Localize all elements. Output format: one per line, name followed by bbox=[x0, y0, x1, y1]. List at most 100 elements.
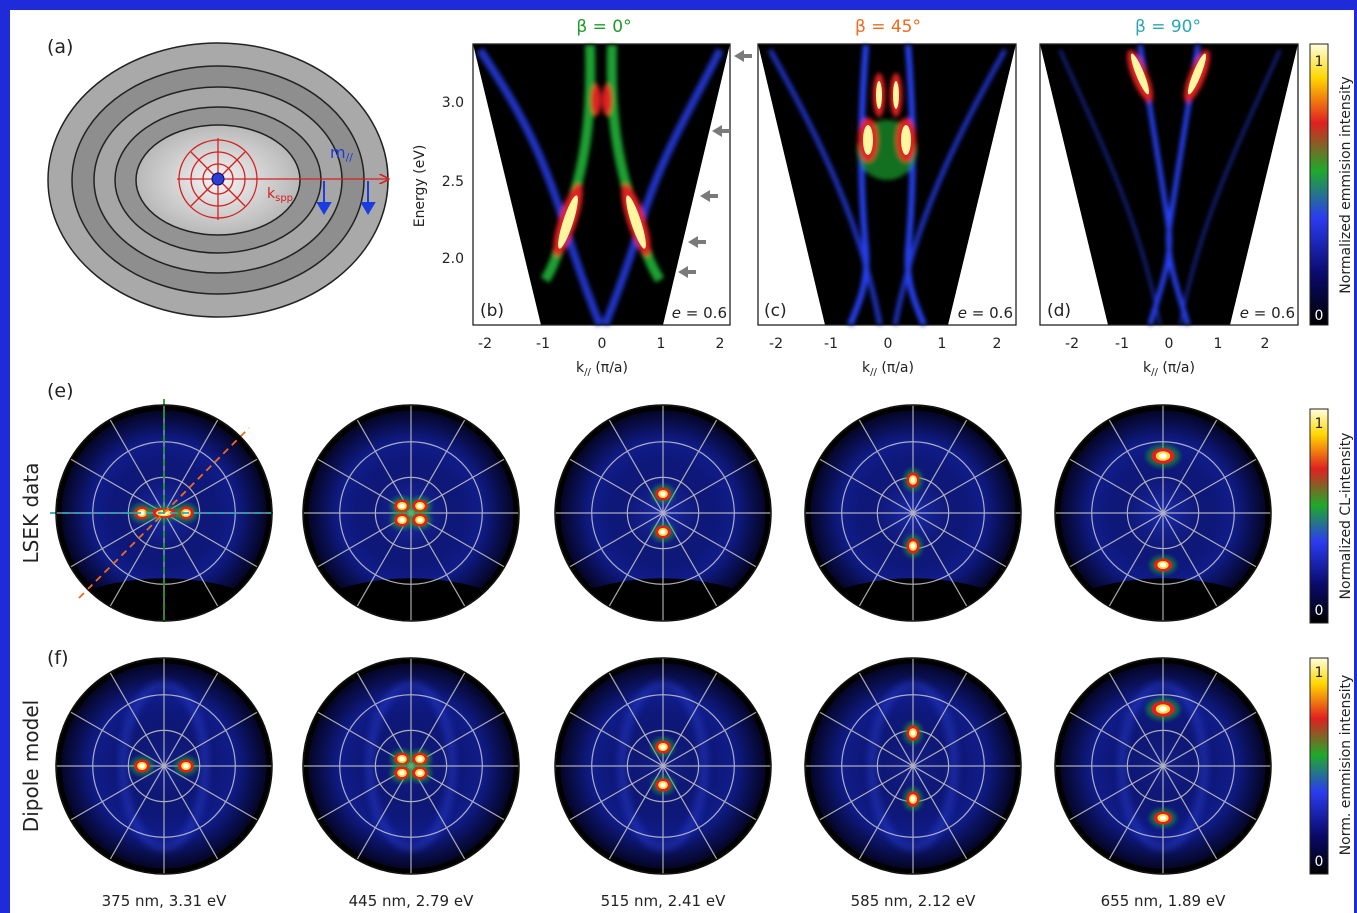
x-tick: -2 bbox=[478, 336, 492, 352]
panel-a-label: (a) bbox=[47, 36, 73, 58]
x-tick: -1 bbox=[824, 336, 838, 352]
emission-spot bbox=[1149, 808, 1177, 828]
emission-spot bbox=[651, 522, 675, 542]
colorbar-top-label: Normalized emmision intensity bbox=[1338, 76, 1354, 293]
beta-title-0: β = 0° bbox=[576, 17, 631, 37]
x-tick: -1 bbox=[536, 336, 550, 352]
colorbar-mid-label: Normalized CL-intensity bbox=[1338, 433, 1354, 600]
panel-a: (a) kspp m// bbox=[47, 36, 388, 318]
m-label: m// bbox=[330, 143, 353, 164]
panel-d: (d) e = 0.6 bbox=[1039, 43, 1299, 326]
colorbar-top-min: 0 bbox=[1315, 308, 1324, 324]
x-axis-label-c: k// (π/a) bbox=[862, 360, 914, 378]
colorbar-top: 1 0 Normalized emmision intensity bbox=[1309, 43, 1354, 326]
emission-spot bbox=[903, 534, 923, 558]
colorbar-mid: 1 0 Normalized CL-intensity bbox=[1309, 408, 1354, 624]
x-tick: 0 bbox=[1165, 336, 1174, 352]
x-tick: 2 bbox=[993, 336, 1002, 352]
wavelength-label: 655 nm, 1.89 eV bbox=[1101, 892, 1226, 910]
f-polar-map bbox=[55, 657, 273, 875]
x-tick: -2 bbox=[769, 336, 783, 352]
wavelength-label: 375 nm, 3.31 eV bbox=[102, 892, 227, 910]
emission-spot bbox=[651, 775, 675, 795]
colorbar-top-max: 1 bbox=[1315, 54, 1324, 70]
polar-grid bbox=[1055, 658, 1271, 874]
row-f: (f) Dipole model 1 0 Norm. emmision inte… bbox=[19, 647, 1354, 875]
emission-spot bbox=[390, 496, 414, 516]
f-polar-map bbox=[302, 657, 520, 875]
wavelength-labels: 375 nm, 3.31 eV 445 nm, 2.79 eV 515 nm, … bbox=[102, 892, 1226, 910]
x-ticks-b: -2 -1 0 1 2 bbox=[478, 336, 724, 352]
polar-grid bbox=[56, 658, 272, 874]
emission-spot bbox=[1145, 444, 1181, 468]
f-polar-map bbox=[804, 657, 1022, 875]
emission-spot bbox=[408, 749, 432, 769]
y-tick-2: 2.0 bbox=[442, 251, 464, 267]
x-tick: 0 bbox=[598, 336, 607, 352]
panel-b: (b) e = 0.6 bbox=[472, 43, 731, 327]
x-tick: 1 bbox=[938, 336, 947, 352]
emission-spot bbox=[408, 496, 432, 516]
polar-grid bbox=[555, 405, 771, 621]
y-axis-label: Energy (eV) bbox=[412, 145, 428, 228]
colorbar-mid-min: 0 bbox=[1315, 603, 1324, 619]
x-tick: -1 bbox=[1115, 336, 1129, 352]
colorbar-bottom-min: 0 bbox=[1315, 854, 1324, 870]
emission-spot bbox=[651, 484, 675, 504]
emission-spot bbox=[130, 756, 154, 776]
x-axis-label-d: k// (π/a) bbox=[1143, 360, 1195, 378]
polar-grid bbox=[303, 658, 519, 874]
emission-spot bbox=[408, 763, 432, 783]
polar-grid bbox=[805, 658, 1021, 874]
polar-grid bbox=[303, 405, 519, 621]
mode-arrows bbox=[678, 50, 752, 278]
emission-spot bbox=[1145, 697, 1181, 721]
x-tick: -2 bbox=[1065, 336, 1079, 352]
y-tick-2-5: 2.5 bbox=[442, 174, 464, 190]
beta-title-45: β = 45° bbox=[855, 17, 921, 37]
m-arrows bbox=[316, 181, 376, 215]
row-f-label: (f) bbox=[47, 647, 69, 669]
k-spp-label: kspp bbox=[267, 186, 293, 204]
y-tick-3: 3.0 bbox=[442, 95, 464, 111]
f-polar-map bbox=[554, 657, 772, 875]
source-emission-pattern bbox=[177, 138, 387, 220]
emission-spot bbox=[390, 510, 414, 530]
emission-spot bbox=[903, 721, 923, 745]
wavelength-label: 585 nm, 2.12 eV bbox=[851, 892, 976, 910]
emission-spot bbox=[1149, 555, 1177, 575]
emission-spot bbox=[408, 510, 432, 530]
panel-d-e: e = 0.6 bbox=[1240, 304, 1295, 322]
row-e-label: (e) bbox=[47, 380, 74, 402]
emission-spot bbox=[130, 503, 154, 523]
panel-b-e: e = 0.6 bbox=[672, 304, 727, 322]
x-tick: 2 bbox=[1261, 336, 1270, 352]
polar-grid bbox=[805, 405, 1021, 621]
panel-c-e: e = 0.6 bbox=[958, 304, 1013, 322]
dipole-source-dot bbox=[211, 172, 225, 186]
dispersion-panels: β = 0° β = 45° β = 90° Energy (eV) 3.0 2… bbox=[412, 17, 1354, 378]
emission-spot bbox=[390, 749, 414, 769]
emission-spot bbox=[903, 468, 923, 492]
wavelength-label: 515 nm, 2.41 eV bbox=[601, 892, 726, 910]
polar-grid bbox=[555, 658, 771, 874]
colorbar-bottom-label: Norm. emmision intensity bbox=[1338, 675, 1354, 856]
panel-d-label: (d) bbox=[1047, 301, 1071, 321]
emission-spot bbox=[174, 756, 198, 776]
x-tick: 2 bbox=[716, 336, 725, 352]
f-polar-map bbox=[1054, 657, 1272, 875]
polar-grid bbox=[1055, 405, 1271, 621]
x-axis-label-b: k// (π/a) bbox=[576, 360, 628, 378]
emission-spot bbox=[651, 737, 675, 757]
wavelength-label: 445 nm, 2.79 eV bbox=[349, 892, 474, 910]
x-tick: 0 bbox=[884, 336, 893, 352]
x-tick: 1 bbox=[657, 336, 666, 352]
emission-spot bbox=[903, 787, 923, 811]
x-ticks-c: -2 -1 0 1 2 bbox=[769, 336, 1001, 352]
colorbar-mid-max: 1 bbox=[1315, 416, 1324, 432]
row-e-title: LSEK data bbox=[19, 463, 43, 564]
panel-c-label: (c) bbox=[764, 301, 787, 321]
beta-title-90: β = 90° bbox=[1135, 17, 1201, 37]
